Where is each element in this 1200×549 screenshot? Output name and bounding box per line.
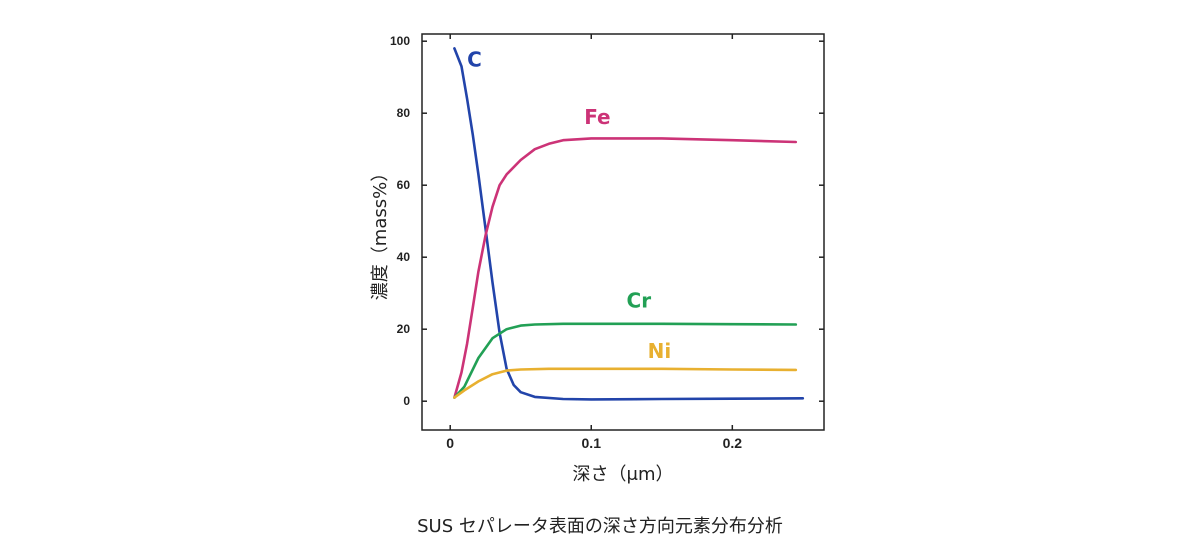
y-tick-label: 60	[397, 178, 411, 192]
y-tick-label: 20	[397, 322, 411, 336]
series-labels: C Fe Cr Ni	[467, 47, 671, 363]
y-tick-label: 100	[390, 34, 410, 48]
series-lines	[453, 47, 805, 401]
series-line-cr	[453, 322, 798, 399]
x-tick-label: 0.2	[723, 435, 743, 451]
series-line-fe	[453, 137, 798, 399]
x-axis-ticks: 0 0.1 0.2	[446, 34, 742, 451]
series-label-fe: Fe	[584, 105, 610, 129]
y-tick-label: 0	[403, 394, 410, 408]
series-line-c	[453, 47, 805, 401]
plot-frame	[421, 33, 825, 431]
y-tick-label: 80	[397, 106, 411, 120]
figure-caption: SUS セパレータ表面の深さ方向元素分布分析	[417, 516, 783, 537]
series-label-c: C	[467, 47, 482, 71]
series-label-ni: Ni	[648, 339, 672, 363]
y-axis-title: 濃度（mass%）	[370, 164, 391, 300]
x-tick-label: 0	[446, 435, 454, 451]
series-line-ni	[453, 367, 798, 399]
x-tick-label: 0.1	[582, 435, 602, 451]
y-tick-label: 40	[397, 250, 411, 264]
y-axis-ticks: 0 20 40 60 80 100	[390, 34, 824, 408]
x-axis-title: 深さ（μm）	[573, 464, 674, 485]
series-label-cr: Cr	[627, 289, 652, 313]
